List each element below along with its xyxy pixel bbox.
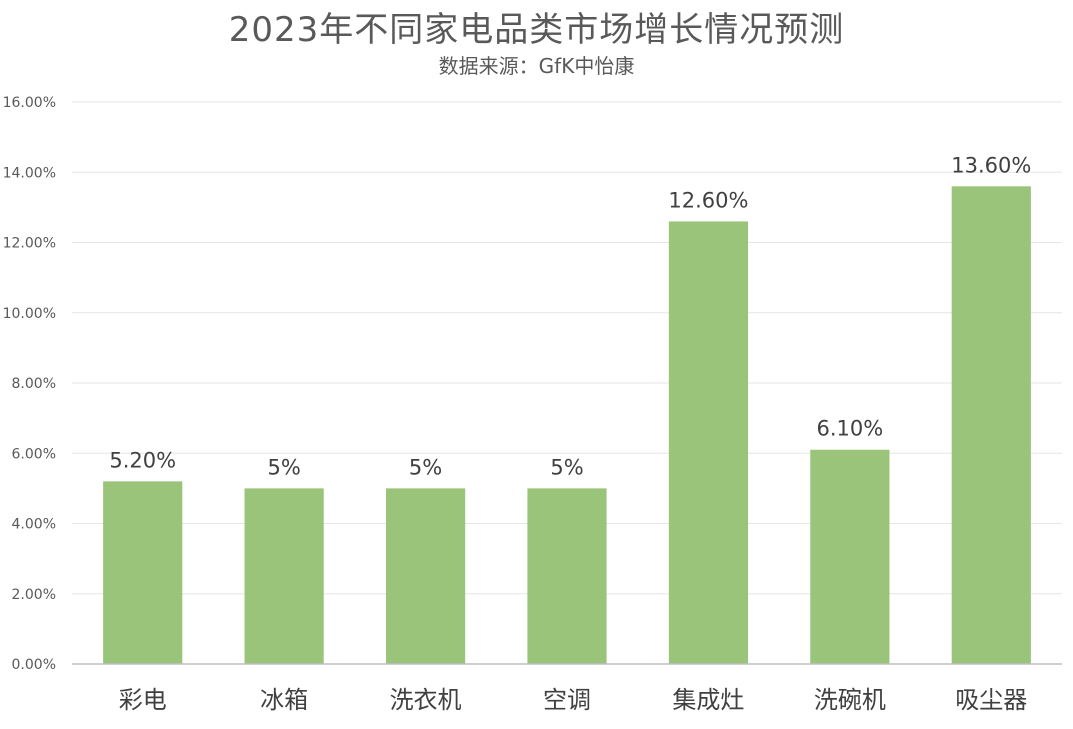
data-label: 5.20% xyxy=(109,448,176,472)
chart-subtitle: 数据来源：GfK中怡康 xyxy=(438,54,635,78)
x-tick-label: 吸尘器 xyxy=(955,686,1027,714)
bar xyxy=(810,449,890,664)
y-axis-ticks: 0.00% 2.00% 4.00% 6.00% 8.00% 10.00% 12.00% 14.… xyxy=(3,95,56,673)
bar xyxy=(668,221,749,665)
data-label: 6.10% xyxy=(816,417,883,441)
data-label: 5% xyxy=(409,455,442,479)
y-tick-label: 16.00% xyxy=(3,95,56,111)
y-tick-label: 2.00% xyxy=(12,587,56,603)
data-labels: 5.20% 5% 5% 5% 12.60% 6.10% 13.60% xyxy=(109,153,1031,479)
x-tick-label: 冰箱 xyxy=(260,686,308,714)
y-tick-label: 8.00% xyxy=(12,376,56,392)
y-tick-label: 4.00% xyxy=(12,517,56,533)
x-tick-label: 洗衣机 xyxy=(390,686,462,714)
data-label: 12.60% xyxy=(668,188,748,212)
x-tick-label: 彩电 xyxy=(119,686,167,714)
y-tick-label: 14.00% xyxy=(3,165,56,181)
bar xyxy=(527,488,607,664)
y-tick-label: 0.00% xyxy=(12,657,56,673)
bar xyxy=(951,186,1031,665)
data-label: 13.60% xyxy=(951,153,1031,177)
x-tick-label: 洗碗机 xyxy=(814,686,886,714)
y-tick-label: 6.00% xyxy=(12,446,56,462)
bars xyxy=(103,186,1031,665)
x-tick-label: 集成灶 xyxy=(672,686,744,714)
y-tick-label: 12.00% xyxy=(3,236,56,252)
data-label: 5% xyxy=(550,455,583,479)
bar xyxy=(103,481,183,664)
bar xyxy=(385,488,466,664)
y-tick-label: 10.00% xyxy=(3,306,56,322)
x-axis-ticks: 彩电 冰箱 洗衣机 空调 集成灶 洗碗机 吸尘器 xyxy=(119,686,1028,714)
data-label: 5% xyxy=(267,455,300,479)
bar xyxy=(244,488,324,664)
gridlines xyxy=(72,101,1062,595)
x-tick-label: 空调 xyxy=(543,686,591,714)
chart-title: 2023年不同家电品类市场增长情况预测 xyxy=(228,10,845,50)
